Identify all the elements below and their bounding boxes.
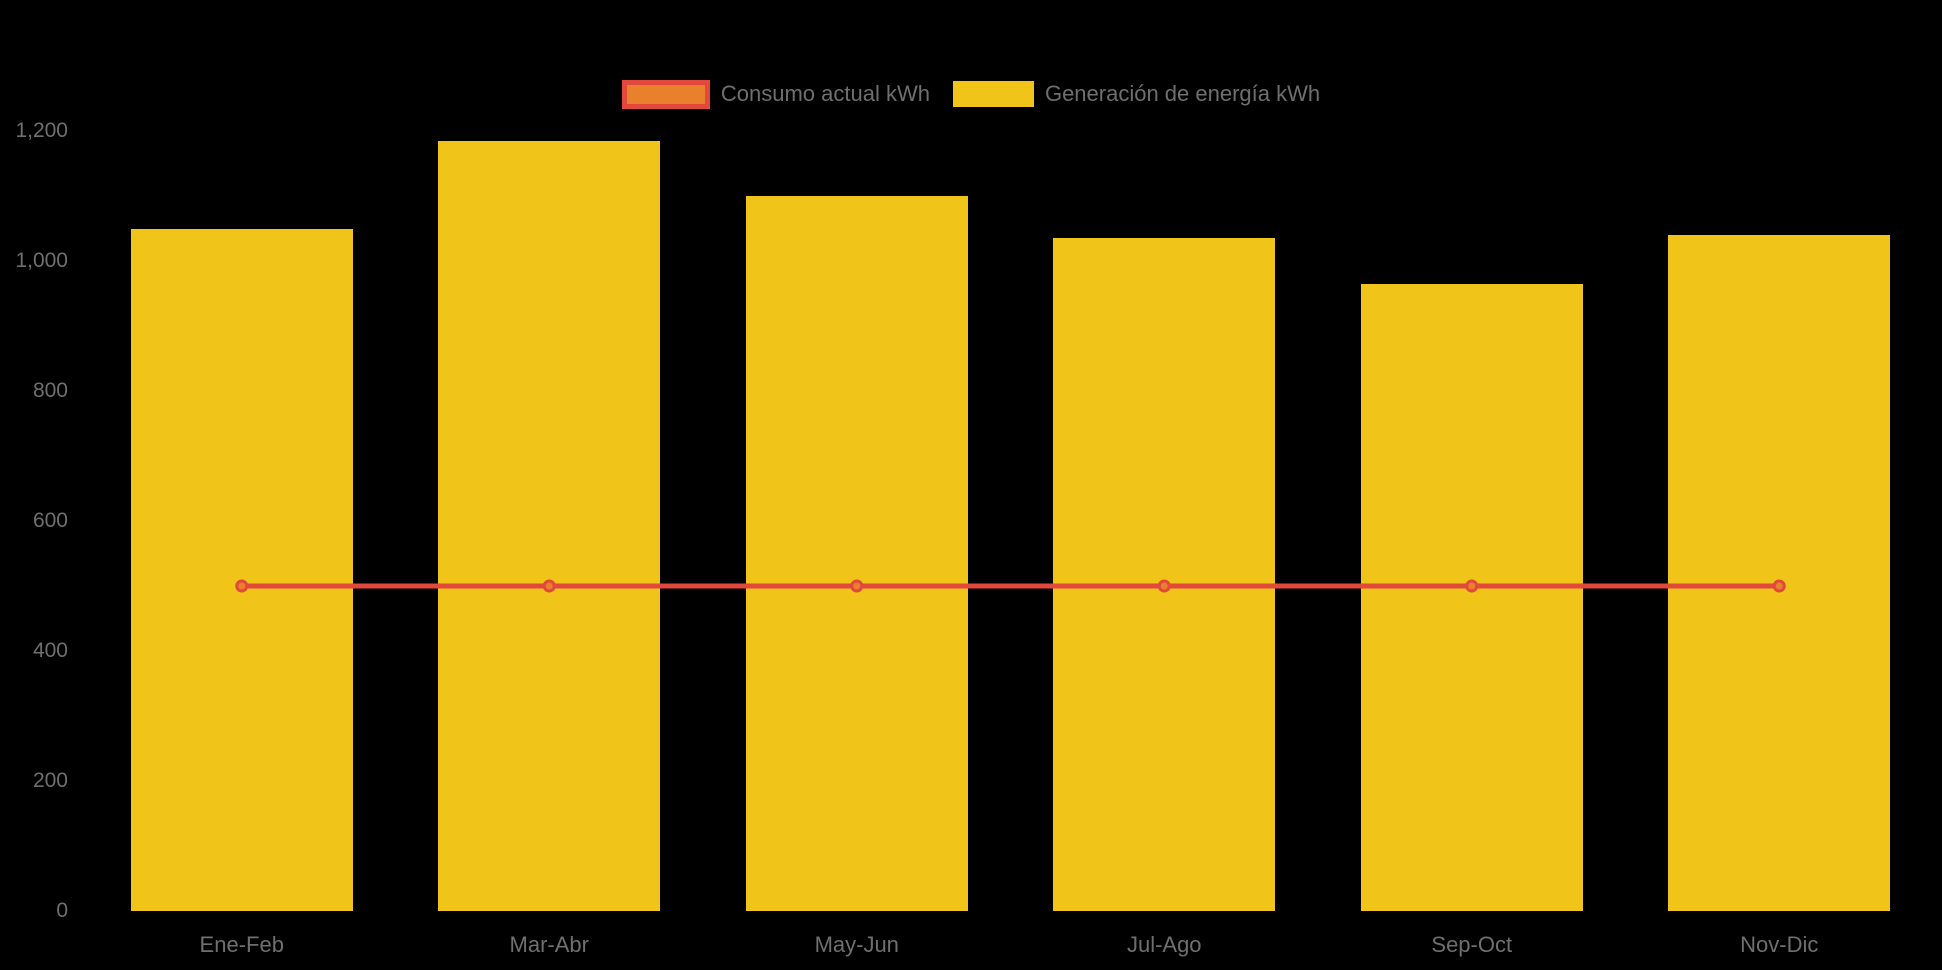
y-tick-label-0: 0 [56, 899, 68, 922]
chart-legend: Consumo actual kWh Generación de energía… [0, 76, 1942, 112]
x-tick-label-mar-abr: Mar-Abr [509, 932, 589, 957]
bar-jul-ago [1053, 238, 1276, 911]
x-tick-label-may-jun: May-Jun [814, 932, 899, 957]
legend-swatch-bar-series [952, 81, 1034, 107]
legend-item-generacion[interactable]: Generación de energía kWh [952, 81, 1321, 107]
y-tick-label-600: 600 [32, 509, 68, 532]
bar-ene-feb [130, 228, 353, 911]
y-tick-label-1-000: 1,000 [15, 249, 68, 272]
legend-swatch-line-series [621, 79, 710, 109]
x-tick-label-ene-feb: Ene-Feb [199, 932, 284, 957]
x-tick-label-jul-ago: Jul-Ago [1126, 932, 1202, 957]
y-tick-label-400: 400 [32, 639, 68, 662]
y-tick-label-1-200: 1,200 [15, 119, 68, 142]
bar-sep-oct [1360, 283, 1583, 911]
bar-mar-abr [438, 140, 661, 911]
bar-nov-dic [1668, 235, 1891, 911]
y-tick-label-200: 200 [32, 769, 68, 792]
y-tick-label-800: 800 [32, 379, 68, 402]
legend-label-consumo-actual: Consumo actual kWh [720, 81, 930, 106]
x-tick-label-nov-dic: Nov-Dic [1740, 932, 1819, 957]
legend-label-generacion: Generación de energía kWh [1044, 81, 1321, 106]
bar-may-jun [745, 196, 968, 911]
x-tick-label-sep-oct: Sep-Oct [1431, 932, 1513, 957]
legend-item-consumo-actual[interactable]: Consumo actual kWh [621, 79, 930, 109]
